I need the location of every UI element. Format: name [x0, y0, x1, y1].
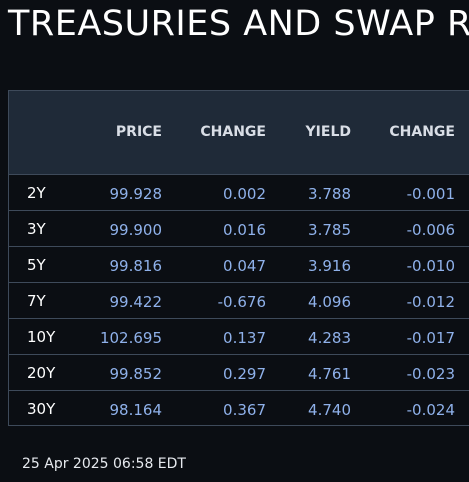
price-value: 99.928: [109, 185, 163, 203]
table-row: 5Y 99.816 0.047 3.916 -0.010: [9, 247, 469, 283]
tenor-label: 20Y: [27, 364, 56, 382]
table-row: 2Y 99.928 0.002 3.788 -0.001: [9, 175, 469, 211]
yield-value: 3.788: [308, 185, 351, 203]
price-change-value: 0.367: [223, 401, 266, 419]
table-row: 20Y 99.852 0.297 4.761 -0.023: [9, 355, 469, 391]
table-row: 10Y 102.695 0.137 4.283 -0.017: [9, 319, 469, 355]
price-change-value: 0.002: [223, 185, 266, 203]
header-price: PRICE: [115, 124, 162, 140]
yield-value: 4.761: [308, 365, 351, 383]
yield-value: 4.096: [308, 293, 351, 311]
price-value: 99.422: [109, 293, 163, 311]
price-change-value: 0.047: [223, 257, 266, 275]
price-value: 98.164: [109, 401, 163, 419]
price-change-value: 0.297: [223, 365, 266, 383]
header-yield: YIELD: [305, 124, 351, 140]
price-value: 99.900: [109, 221, 163, 239]
price-value: 102.695: [99, 329, 162, 347]
price-change-value: 0.016: [223, 221, 266, 239]
yield-change-value: -0.024: [406, 401, 455, 419]
price-value: 99.852: [109, 365, 163, 383]
header-price-change: CHANGE: [200, 124, 266, 140]
tenor-label: 3Y: [27, 220, 46, 238]
table-body: 2Y 99.928 0.002 3.788 -0.001 3Y 99.900 0.016 3.7…: [9, 175, 469, 427]
table-row: 7Y 99.422 -0.676 4.096 -0.012: [9, 283, 469, 319]
price-value: 99.816: [109, 257, 163, 275]
tenor-label: 30Y: [27, 400, 56, 418]
yield-change-value: -0.023: [406, 365, 455, 383]
yield-value: 4.740: [308, 401, 351, 419]
tenor-label: 2Y: [27, 184, 46, 202]
yield-value: 3.785: [308, 221, 351, 239]
price-change-value: 0.137: [223, 329, 266, 347]
tenor-label: 5Y: [27, 256, 46, 274]
page-title: TREASURIES AND SWAP RA: [8, 4, 469, 44]
tenor-label: 7Y: [27, 292, 46, 310]
table-row: 3Y 99.900 0.016 3.785 -0.006: [9, 211, 469, 247]
yield-change-value: -0.017: [406, 329, 455, 347]
price-change-value: -0.676: [217, 293, 266, 311]
yield-value: 3.916: [308, 257, 351, 275]
table-row: 30Y 98.164 0.367 4.740 -0.024: [9, 391, 469, 427]
yield-change-value: -0.010: [406, 257, 455, 275]
yield-change-value: -0.012: [406, 293, 455, 311]
treasuries-table: PRICE CHANGE YIELD CHANGE 2Y 99.928 0.002 3…: [8, 90, 469, 426]
timestamp: 25 Apr 2025 06:58 EDT: [22, 456, 186, 472]
yield-change-value: -0.001: [406, 185, 455, 203]
table-header: PRICE CHANGE YIELD CHANGE: [9, 91, 469, 175]
tenor-label: 10Y: [27, 328, 56, 346]
yield-change-value: -0.006: [406, 221, 455, 239]
yield-value: 4.283: [308, 329, 351, 347]
header-yield-change: CHANGE: [389, 124, 455, 140]
